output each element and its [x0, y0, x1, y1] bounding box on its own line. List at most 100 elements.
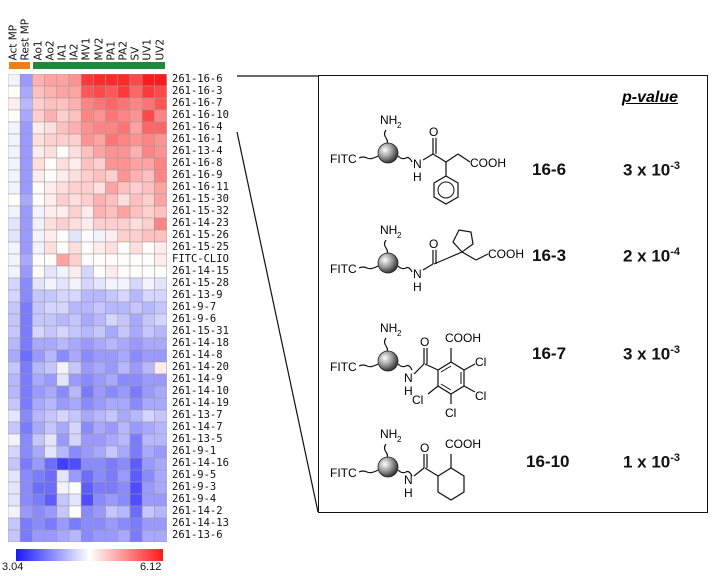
heatmap-cell — [129, 505, 143, 519]
heatmap-cell — [44, 217, 58, 231]
row-label: FITC-CLIO — [172, 253, 229, 265]
heatmap-cell — [19, 193, 33, 207]
heatmap-cell — [68, 301, 82, 315]
heatmap-cell — [8, 253, 21, 267]
heatmap-cell — [129, 493, 143, 507]
heatmap-cell — [80, 193, 94, 207]
heatmap-cell — [19, 421, 33, 435]
heatmap-cell — [93, 97, 106, 111]
heatmap-cell — [44, 433, 58, 447]
heatmap-cell — [44, 313, 58, 327]
heatmap-cell — [19, 337, 33, 351]
heatmap-cell — [8, 205, 21, 219]
heatmap-cell — [105, 301, 119, 315]
heatmap-cell — [129, 445, 143, 459]
heatmap-cell — [44, 277, 58, 291]
heatmap-cell — [32, 109, 45, 123]
row-label: 261-13-6 — [172, 529, 223, 541]
heatmap-cell — [32, 373, 45, 387]
row-label: 261-14-7 — [172, 421, 223, 433]
heatmap-cell — [56, 85, 70, 99]
row-label: 261-16-1 — [172, 133, 223, 145]
heatmap-cell — [105, 325, 119, 339]
amide-h: H — [413, 170, 422, 184]
heatmap-cell — [32, 433, 45, 447]
column-label: MV2 — [93, 37, 106, 60]
heatmap-cell — [93, 169, 106, 183]
heatmap-cell — [154, 121, 167, 135]
heatmap-cell — [44, 241, 58, 255]
heatmap-cell — [117, 385, 131, 399]
heatmap-cell — [80, 481, 94, 495]
heatmap-cell — [56, 457, 70, 471]
heatmap-cell — [105, 469, 119, 483]
heatmap-cell — [105, 349, 119, 363]
heatmap-cell — [8, 229, 21, 243]
heatmap-cell — [80, 301, 94, 315]
heatmap-cell — [32, 517, 45, 531]
row-label: 261-16-3 — [172, 85, 223, 97]
heatmap-cell — [44, 193, 58, 207]
heatmap-cell — [56, 325, 70, 339]
heatmap-cell — [154, 457, 167, 471]
heatmap-cell — [8, 397, 21, 411]
row-label: 261-15-32 — [172, 205, 229, 217]
row-label: 261-14-9 — [172, 373, 223, 385]
heatmap-cell — [129, 145, 143, 159]
heatmap-cell — [32, 181, 45, 195]
heatmap-cell — [32, 409, 45, 423]
heatmap-cell — [154, 361, 167, 375]
heatmap-cell — [105, 265, 119, 279]
compound-id-16-3: 16-3 — [532, 246, 567, 265]
heatmap-cell — [80, 157, 94, 171]
heatmap-cell — [8, 109, 21, 123]
heatmap-cell — [105, 121, 119, 135]
heatmap-cell — [117, 74, 131, 87]
heatmap-cell — [19, 481, 33, 495]
heatmap-cell — [129, 85, 143, 99]
heatmap-cell — [105, 97, 119, 111]
heatmap-cell — [19, 289, 33, 303]
heatmap-cell — [117, 529, 131, 542]
heatmap-cell — [80, 373, 94, 387]
heatmap-cell — [117, 169, 131, 183]
heatmap-cell — [117, 157, 131, 171]
heatmap-cell — [44, 133, 58, 147]
heatmap-cell — [80, 85, 94, 99]
nh2-subscript: 2 — [397, 435, 402, 444]
heatmap-cell — [44, 349, 58, 363]
heatmap-cell — [105, 433, 119, 447]
heatmap-cell — [19, 325, 33, 339]
heatmap-cell — [32, 349, 45, 363]
heatmap-cell — [80, 253, 94, 267]
heatmap-cell — [56, 133, 70, 147]
heatmap-cell — [117, 373, 131, 387]
heatmap-cell — [154, 145, 167, 159]
heatmap-cell — [117, 337, 131, 351]
heatmap-cell — [19, 361, 33, 375]
heatmap-cell — [117, 181, 131, 195]
heatmap-cell — [56, 505, 70, 519]
row-label: 261-13-5 — [172, 433, 223, 445]
heatmap-cell — [56, 217, 70, 231]
nh2-label: NH — [380, 113, 397, 127]
heatmap-cell — [68, 265, 82, 279]
heatmap-cell — [68, 193, 82, 207]
column-label: PA1 — [105, 40, 118, 60]
heatmap-cell — [32, 469, 45, 483]
heatmap-cell — [93, 397, 106, 411]
heatmap-cell — [93, 337, 106, 351]
column-label: Ao2 — [44, 39, 57, 60]
row-label: 261-15-31 — [172, 325, 229, 337]
amide-h: H — [404, 486, 413, 500]
heatmap-cell — [129, 397, 143, 411]
heatmap-cell — [117, 253, 131, 267]
heatmap-cell — [129, 205, 143, 219]
heatmap-cell — [93, 289, 106, 303]
heatmap-cell — [105, 289, 119, 303]
heatmap-cell — [44, 205, 58, 219]
heatmap-cell — [80, 337, 94, 351]
heatmap-cell — [80, 74, 94, 87]
heatmap-cell — [44, 157, 58, 171]
heatmap-cell — [19, 253, 33, 267]
